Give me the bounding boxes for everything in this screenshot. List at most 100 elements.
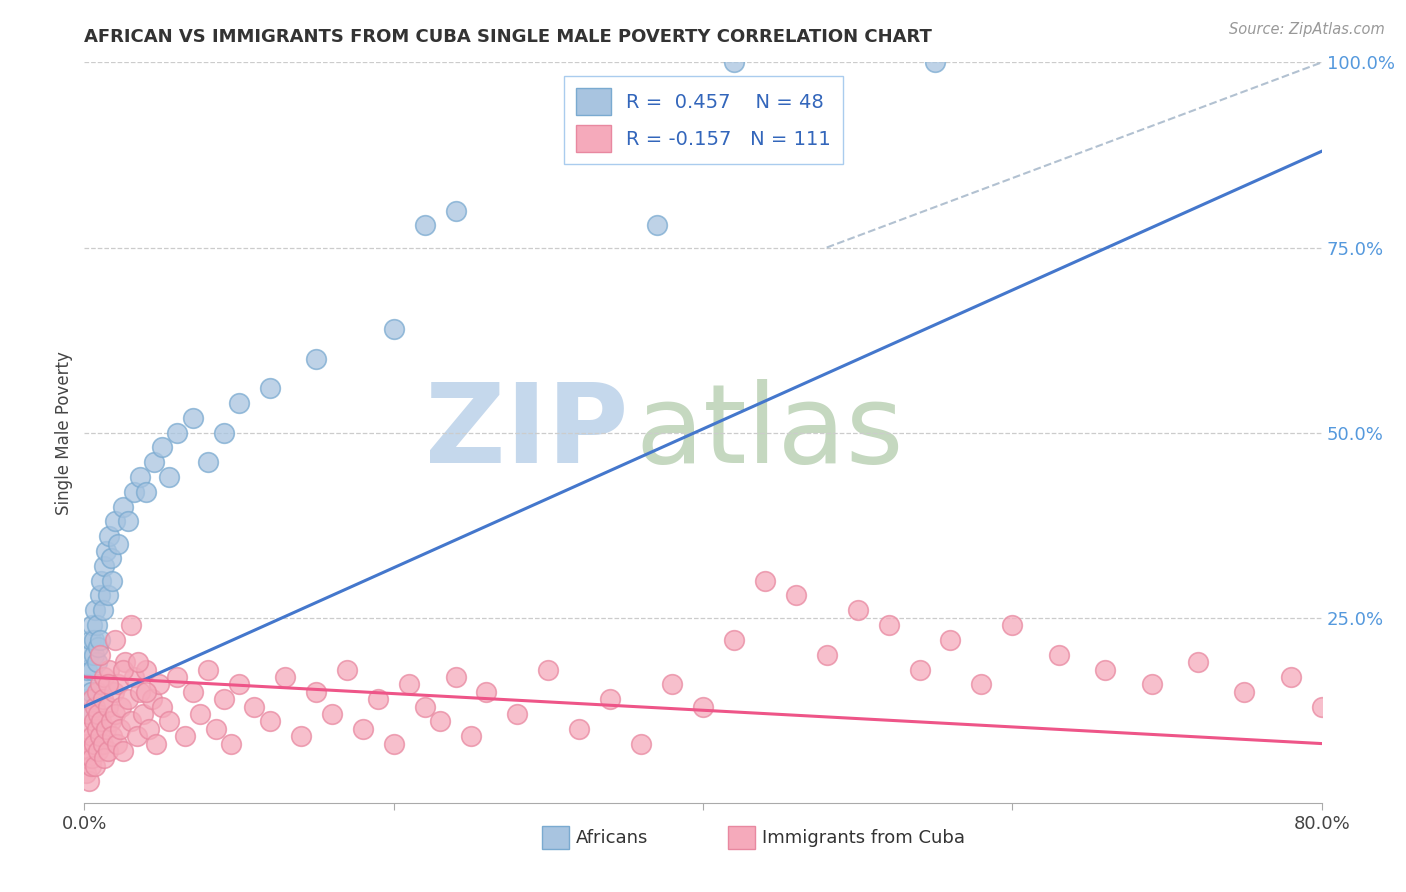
Point [181,410,204,425]
Point [77,706,100,721]
Point [96,744,118,758]
Legend: R =  0.457    N = 48, R = -0.157   N = 111: R = 0.457 N = 48, R = -0.157 N = 111 [564,76,842,164]
Point [83,648,105,662]
Point [135,663,157,677]
Point [100,714,122,729]
Point [661,677,683,691]
Point [86,685,108,699]
Point [205,722,228,736]
Point [127,655,149,669]
Point [599,692,621,706]
Point [212,425,235,440]
Point [692,699,714,714]
Point [91,737,114,751]
Point [444,670,467,684]
Point [98,663,121,677]
Point [77,648,100,662]
Point [83,632,105,647]
Point [79,685,101,699]
Point [98,529,121,543]
Bar [543,826,569,849]
Point [104,706,127,721]
Point [104,515,127,529]
Point [122,670,145,684]
Point [79,744,101,758]
Point [785,589,807,603]
Point [76,677,98,691]
Point [1279,670,1302,684]
Text: Africans: Africans [575,830,648,847]
Point [75,766,97,780]
Point [105,737,128,751]
Point [125,729,148,743]
Point [101,574,124,588]
Point [135,484,157,499]
Point [148,677,170,691]
Point [444,203,467,218]
Point [135,685,157,699]
Point [305,685,328,699]
Point [89,677,111,691]
Point [96,699,118,714]
Y-axis label: Single Male Poverty: Single Male Poverty [55,351,73,515]
Point [1187,655,1209,669]
Point [166,670,188,684]
Point [145,737,167,751]
Point [122,484,145,499]
Point [723,632,745,647]
Point [259,714,281,729]
Point [76,722,98,736]
Point [321,706,343,721]
Point [1094,663,1116,677]
Point [398,677,420,691]
Point [93,558,115,573]
Point [413,699,436,714]
Point [1047,648,1070,662]
Point [96,677,118,691]
Point [568,722,591,736]
Text: atlas: atlas [636,379,904,486]
Point [181,685,204,699]
Point [77,773,100,788]
Point [107,536,129,550]
Point [188,706,211,721]
Point [150,699,173,714]
Point [197,455,219,469]
Point [1233,685,1256,699]
Point [382,322,405,336]
Point [89,632,111,647]
Point [108,722,131,736]
Point [243,699,266,714]
Point [75,737,97,751]
Point [94,544,117,558]
Point [94,722,117,736]
Point [89,648,111,662]
Text: AFRICAN VS IMMIGRANTS FROM CUBA SINGLE MALE POVERTY CORRELATION CHART: AFRICAN VS IMMIGRANTS FROM CUBA SINGLE M… [84,28,932,45]
Point [475,685,498,699]
Point [129,685,152,699]
Point [87,744,110,758]
Point [96,589,118,603]
Point [141,692,163,706]
Point [76,751,98,765]
Point [815,648,838,662]
Point [1310,699,1333,714]
Point [212,692,235,706]
Point [87,706,110,721]
Point [91,603,114,617]
Point [83,737,105,751]
Point [630,737,652,751]
Point [174,729,197,743]
Point [723,55,745,70]
Point [120,714,142,729]
Text: Immigrants from Cuba: Immigrants from Cuba [762,830,966,847]
Point [382,737,405,751]
Point [82,751,104,765]
Point [117,515,139,529]
Point [290,729,312,743]
Point [846,603,869,617]
Point [110,699,132,714]
Point [305,351,328,366]
Point [91,692,114,706]
Point [82,692,104,706]
